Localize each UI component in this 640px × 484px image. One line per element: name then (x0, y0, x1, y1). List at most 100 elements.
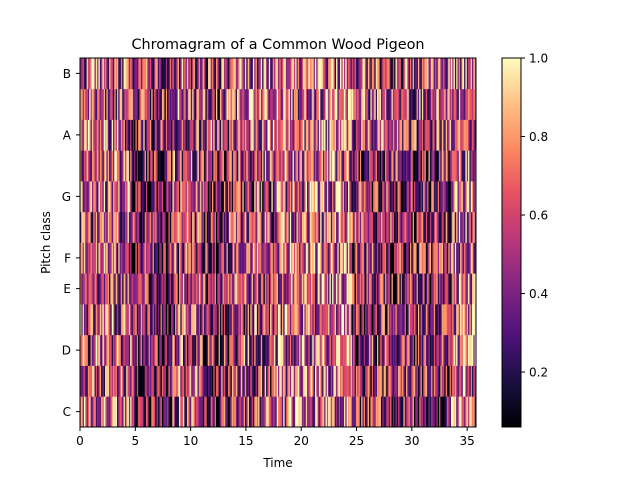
heatmap-cell (345, 334, 348, 366)
heatmap-cell (379, 304, 382, 336)
heatmap-cell (281, 181, 284, 213)
heatmap-cell (200, 181, 202, 213)
heatmap-cell (155, 242, 157, 274)
heatmap-cell (448, 396, 450, 428)
heatmap-cell (140, 334, 143, 366)
heatmap-cell (90, 304, 93, 336)
heatmap-cell (204, 396, 206, 428)
heatmap-cell (308, 334, 311, 366)
heatmap-cell (373, 181, 375, 213)
heatmap-cell (139, 211, 142, 243)
heatmap-cell (287, 273, 289, 305)
heatmap-cell (473, 273, 476, 305)
heatmap-cell (217, 58, 219, 90)
heatmap-cell (105, 365, 107, 397)
heatmap-cell (347, 304, 350, 336)
heatmap-cell (462, 58, 465, 90)
heatmap-cell (394, 365, 396, 397)
heatmap-cell (311, 273, 313, 305)
heatmap-cell (263, 181, 266, 213)
heatmap-cell (179, 396, 181, 428)
heatmap-cell (184, 304, 186, 336)
heatmap-cell (407, 88, 410, 120)
heatmap-cell (440, 242, 443, 274)
heatmap-cell (358, 334, 361, 366)
heatmap-cell (262, 396, 264, 428)
heatmap-cell (193, 365, 196, 397)
heatmap-cell (80, 150, 82, 182)
heatmap-cell (363, 181, 366, 213)
heatmap-cell (318, 181, 321, 213)
heatmap-cell (340, 273, 342, 305)
heatmap-cell (378, 365, 381, 397)
heatmap-cell (95, 119, 98, 151)
heatmap-cell (119, 396, 122, 428)
heatmap-cell (460, 211, 462, 243)
heatmap-cell (226, 119, 229, 151)
heatmap-cell (380, 242, 383, 274)
heatmap-cell (303, 150, 305, 182)
heatmap-cell (246, 334, 249, 366)
heatmap-cell (184, 150, 186, 182)
heatmap-cell (299, 181, 301, 213)
heatmap-cell (392, 304, 395, 336)
heatmap-cell (239, 334, 242, 366)
heatmap-cell (285, 150, 288, 182)
heatmap-cell (378, 334, 381, 366)
heatmap-cell (301, 88, 304, 120)
heatmap-cell (242, 119, 245, 151)
heatmap-cell (235, 365, 238, 397)
heatmap-cell (441, 58, 444, 90)
heatmap-cell (394, 304, 396, 336)
heatmap-cell (259, 273, 262, 305)
heatmap-cell (169, 181, 172, 213)
heatmap-cell (404, 396, 407, 428)
heatmap-cell (209, 242, 212, 274)
heatmap-cell (305, 304, 308, 336)
heatmap-cell (432, 150, 435, 182)
heatmap-cell (334, 273, 337, 305)
heatmap-cell (288, 242, 291, 274)
heatmap-cell (366, 334, 369, 366)
heatmap-cell (448, 150, 450, 182)
heatmap-cell (345, 242, 348, 274)
heatmap-cell (284, 150, 287, 182)
heatmap-cell (420, 119, 423, 151)
heatmap-cell (371, 88, 374, 120)
heatmap-cell (151, 396, 153, 428)
heatmap-cell (173, 242, 176, 274)
heatmap-cell (344, 242, 346, 274)
heatmap-cell (139, 150, 142, 182)
heatmap-cell (237, 396, 239, 428)
heatmap-cell (122, 211, 124, 243)
heatmap-cell (254, 273, 256, 305)
colorbar-tick-label: 0.4 (529, 287, 548, 301)
heatmap-cell (415, 242, 417, 274)
heatmap-cell (217, 119, 219, 151)
heatmap-cell (370, 334, 373, 366)
heatmap-cell (109, 150, 111, 182)
heatmap-cell (353, 181, 355, 213)
heatmap-cell (437, 58, 440, 90)
heatmap-cell (433, 150, 436, 182)
heatmap-cell (225, 58, 227, 90)
heatmap-cell (363, 304, 366, 336)
heatmap-cell (421, 181, 424, 213)
heatmap-cell (366, 304, 369, 336)
heatmap-cell (379, 365, 382, 397)
heatmap-cell (466, 211, 469, 243)
heatmap-cell (223, 273, 226, 305)
heatmap-cell (410, 88, 412, 120)
heatmap-cell (328, 119, 330, 151)
heatmap-cell (234, 119, 237, 151)
heatmap-cell (375, 150, 378, 182)
heatmap-cell (366, 150, 369, 182)
heatmap-cell (432, 211, 435, 243)
heatmap-cell (131, 150, 134, 182)
heatmap-cell (419, 211, 421, 243)
heatmap-cell (411, 242, 414, 274)
heatmap-cell (295, 242, 297, 274)
heatmap-cell (234, 150, 237, 182)
heatmap-cell (139, 119, 142, 151)
heatmap-cell (450, 273, 453, 305)
